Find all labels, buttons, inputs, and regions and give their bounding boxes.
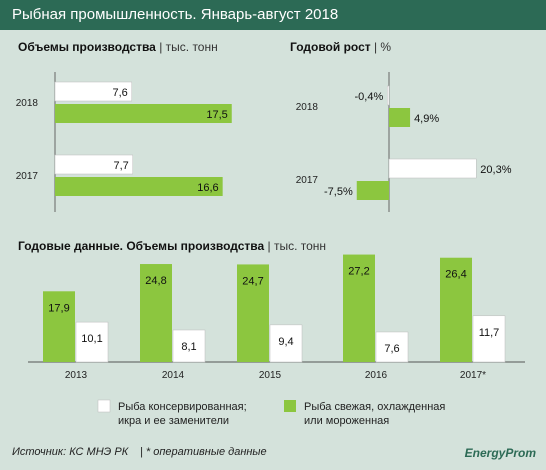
annual-bar-fresh: [43, 291, 75, 362]
volume-category-label: 2017: [16, 171, 39, 182]
legend-label-fresh: Рыба свежая, охлажденная: [304, 401, 445, 413]
annual-bar-canned: [472, 315, 506, 363]
annual-data-label: 8,1: [181, 341, 196, 353]
growth-category-label: 2018: [296, 102, 319, 113]
growth-category-label: 2017: [296, 175, 319, 186]
annual-data-label: 17,9: [48, 302, 69, 314]
annual-bar-fresh: [440, 257, 472, 362]
growth-bar-canned: [388, 158, 477, 179]
volume-panel-heading: Объемы производства | тыс. тонн: [18, 40, 218, 54]
growth-panel-heading: Годовой рост | %: [290, 40, 391, 54]
volume-data-label: 7,6: [112, 87, 127, 99]
annual-bar-canned: [375, 331, 409, 363]
annual-bar-canned: [75, 321, 109, 363]
growth-data-label: -7,5%: [324, 186, 353, 198]
growth-panel-unit: | %: [373, 40, 392, 54]
annual-data-label: 10,1: [81, 333, 102, 345]
annual-bar-fresh: [343, 254, 375, 362]
legend-swatch-fresh: [284, 400, 296, 412]
legend-swatch-canned: [97, 399, 111, 413]
volume-data-label: 17,5: [206, 109, 227, 121]
volume-panel-unit: | тыс. тонн: [159, 40, 218, 54]
annual-bar-canned: [172, 329, 206, 363]
footnote-text: | * оперативные данные: [140, 446, 267, 458]
annual-category-label: 2015: [259, 370, 282, 381]
annual-bar-canned: [269, 324, 303, 363]
legend-label-fresh: или мороженная: [304, 415, 389, 427]
growth-bar-canned: [387, 85, 390, 106]
annual-panel-unit: | тыс. тонн: [267, 239, 327, 253]
annual-data-label: 11,7: [479, 327, 500, 339]
growth-data-label: 20,3%: [480, 164, 511, 176]
annual-data-label: 24,8: [145, 275, 166, 287]
annual-bar-fresh: [140, 264, 172, 362]
annual-data-label: 27,2: [348, 266, 369, 278]
growth-data-label: 4,9%: [414, 113, 439, 125]
footer: [0, 439, 546, 470]
annual-category-label: 2013: [65, 370, 88, 381]
volume-bar-canned: [54, 81, 133, 102]
volume-data-label: 16,6: [197, 182, 218, 194]
growth-data-label: -0,4%: [355, 91, 384, 103]
page-title: Рыбная промышленность. Январь-август 201…: [12, 6, 339, 23]
source-text: Источник: КС МНЭ РК: [12, 446, 129, 458]
annual-data-label: 26,4: [445, 269, 466, 281]
annual-panel-heading: Годовые данные. Объемы производства | ты…: [18, 239, 326, 253]
growth-panel-title: Годовой рост: [290, 40, 371, 54]
growth-bar-fresh: [356, 181, 389, 200]
volume-bar-fresh: [55, 177, 223, 196]
volume-panel-title: Объемы производства: [18, 40, 156, 54]
title-bar: Рыбная промышленность. Январь-август 201…: [0, 0, 546, 30]
annual-data-label: 24,7: [242, 275, 263, 287]
volume-bar-fresh: [55, 104, 232, 123]
annual-panel-title: Годовые данные. Объемы производства: [18, 239, 265, 253]
volume-bar-canned: [54, 154, 134, 175]
volume-data-label: 7,7: [113, 160, 128, 172]
brand-logo: EnergyProm: [464, 446, 536, 460]
growth-bar-fresh: [389, 108, 411, 127]
annual-data-label: 7,6: [384, 343, 399, 355]
annual-data-label: 9,4: [278, 336, 293, 348]
annual-category-label: 2017*: [460, 370, 486, 381]
annual-category-label: 2014: [162, 370, 185, 381]
legend-label-canned: икра и ее заменители: [118, 415, 229, 427]
annual-category-label: 2016: [365, 370, 388, 381]
volume-category-label: 2018: [16, 98, 39, 109]
legend-label-canned: Рыба консервированная;: [118, 401, 247, 413]
annual-bar-fresh: [237, 264, 269, 362]
